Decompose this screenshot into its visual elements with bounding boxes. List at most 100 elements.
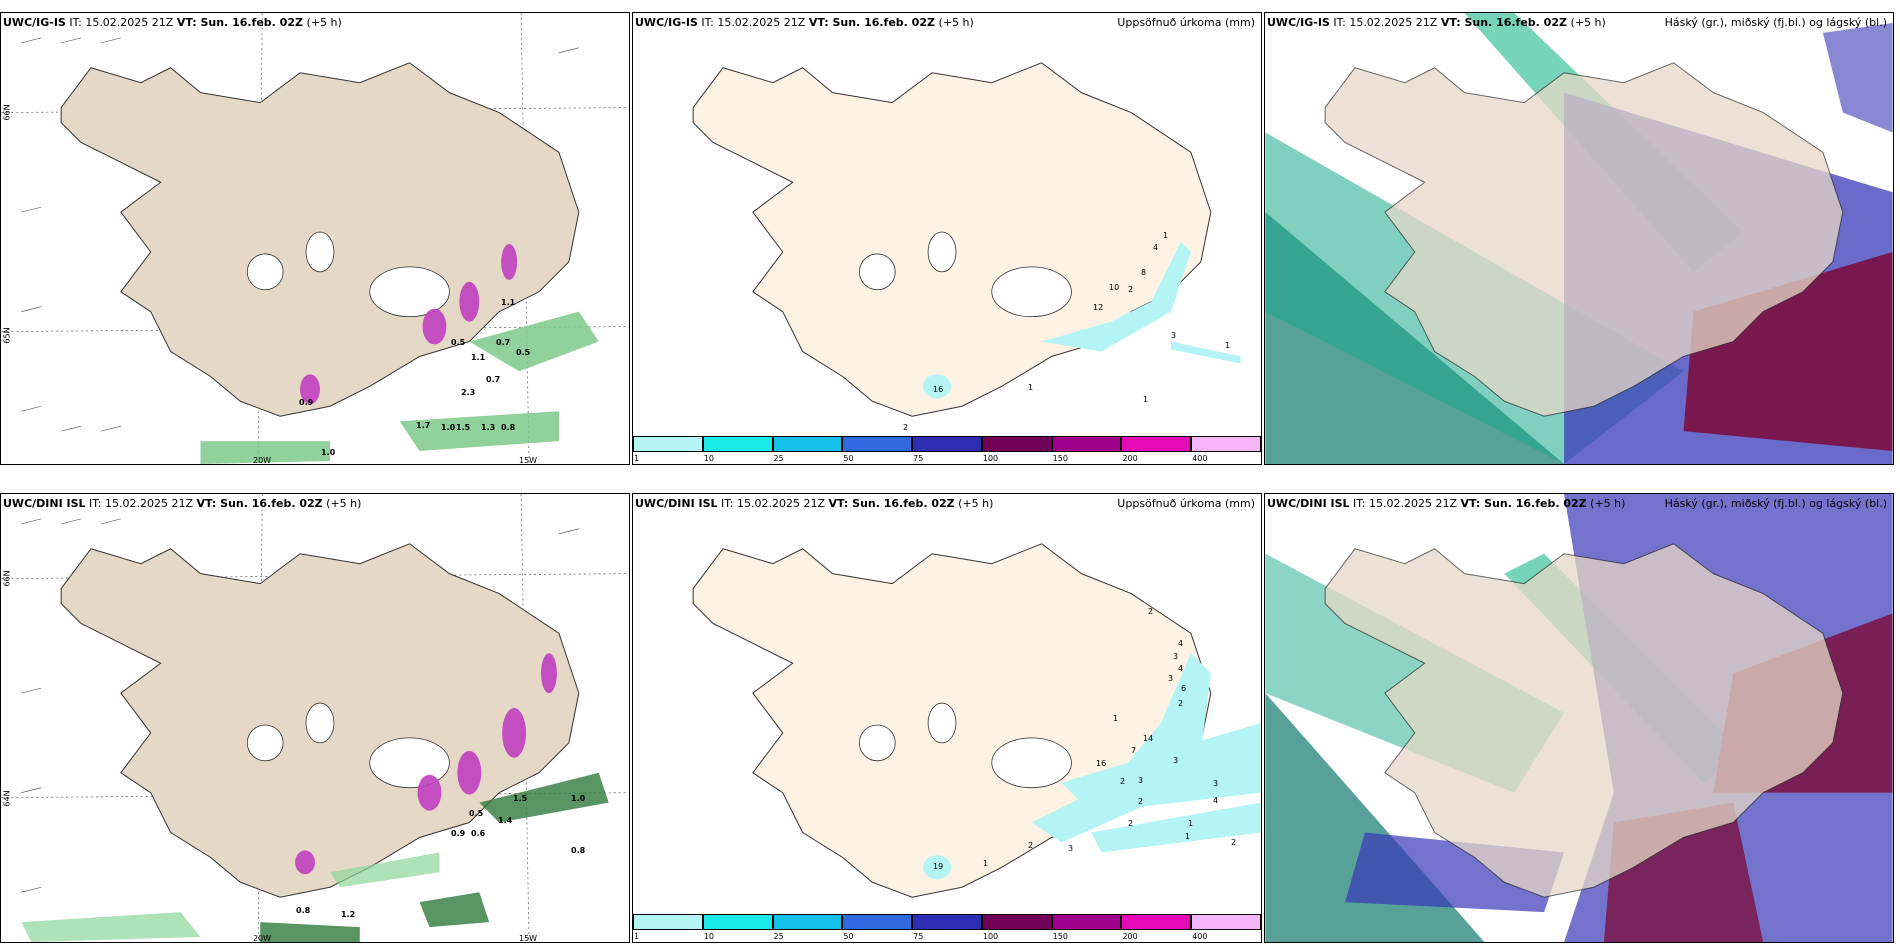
lon-20w-label: 20W bbox=[253, 934, 272, 943]
wind-value: 1.0 bbox=[571, 794, 586, 803]
legend-swatch bbox=[772, 436, 843, 452]
legend-tick-label: 75 bbox=[913, 932, 924, 941]
precip-value: 10 bbox=[1109, 283, 1120, 292]
legend-swatch bbox=[772, 914, 843, 930]
precip-value: 3 bbox=[1068, 844, 1074, 853]
legend-swatch bbox=[1121, 436, 1192, 452]
legend-swatch bbox=[702, 914, 773, 930]
precip-legend-top: 1 10 25 50 75 100 150 200 400 bbox=[633, 436, 1261, 464]
precip-value: 2 bbox=[1028, 841, 1034, 850]
wind-value: 0.9 bbox=[451, 829, 466, 838]
precip-value: 2 bbox=[903, 423, 909, 432]
precip-map-top bbox=[692, 62, 1241, 417]
lat-65n-label: 65N bbox=[2, 327, 12, 344]
legend-tick-label: 75 bbox=[913, 454, 924, 463]
wind-value: 0.8 bbox=[296, 906, 311, 915]
legend-swatch bbox=[842, 436, 913, 452]
legend-tick-label: 400 bbox=[1192, 454, 1208, 463]
wind-value: 0.8 bbox=[501, 423, 516, 432]
precip-value: 19 bbox=[933, 862, 944, 871]
precip-value: 1 bbox=[1113, 714, 1119, 723]
wind-value: 1.2 bbox=[341, 910, 356, 919]
wind-panel-bottom: UWC/DINI ISL IT: 15.02.2025 21Z VT: Sun.… bbox=[0, 493, 630, 943]
precip-header-top: UWC/IG-IS IT: 15.02.2025 21Z VT: Sun. 16… bbox=[635, 16, 974, 29]
cloud-map-top bbox=[1265, 13, 1893, 464]
precip-value: 16 bbox=[1096, 759, 1107, 768]
precip-value: 2 bbox=[1128, 819, 1134, 828]
legend-tick-label: 200 bbox=[1122, 932, 1138, 941]
legend-swatch bbox=[842, 914, 913, 930]
precip-value: 4 bbox=[1213, 796, 1219, 805]
precip-value: 2 bbox=[1120, 777, 1126, 786]
precip-value: 4 bbox=[1178, 664, 1184, 673]
wind-value: 1.1 bbox=[471, 353, 486, 362]
cloud-map-bottom bbox=[1265, 494, 1893, 942]
cloud-header-bottom: UWC/DINI ISL IT: 15.02.2025 21Z VT: Sun.… bbox=[1267, 497, 1626, 510]
precip-title-top: Uppsöfnuð úrkoma (mm) bbox=[1117, 16, 1255, 29]
legend-swatch bbox=[981, 914, 1052, 930]
legend-swatch bbox=[1191, 436, 1261, 452]
wind-value: 1.5 bbox=[513, 794, 528, 803]
legend-tick-label: 150 bbox=[1052, 454, 1068, 463]
legend-swatch bbox=[1051, 914, 1122, 930]
wind-value: 0.5 bbox=[451, 338, 466, 347]
cloud-header-top: UWC/IG-IS IT: 15.02.2025 21Z VT: Sun. 16… bbox=[1267, 16, 1606, 29]
legend-tick-label: 100 bbox=[982, 454, 999, 463]
legend-tick-label: 25 bbox=[773, 932, 784, 941]
legend-swatch bbox=[1121, 914, 1192, 930]
precip-legend-bottom: 1 10 25 50 75 100 150 200 400 bbox=[633, 914, 1261, 942]
legend-swatch bbox=[633, 914, 703, 930]
wind-value: 1.1 bbox=[501, 298, 516, 307]
precip-value: 1 bbox=[1185, 832, 1191, 841]
wind-map-bottom bbox=[1, 494, 629, 942]
legend-tick-label: 100 bbox=[982, 932, 999, 941]
wind-value: 1.0 bbox=[321, 448, 336, 457]
precip-value: 12 bbox=[1093, 303, 1104, 312]
legend-swatch bbox=[981, 436, 1052, 452]
cloud-title-top: Háský (gr.), miðský (fj.bl.) og lágský (… bbox=[1664, 16, 1887, 29]
precip-panel-bottom: UWC/DINI ISL IT: 15.02.2025 21Z VT: Sun.… bbox=[632, 493, 1262, 943]
legend-swatch bbox=[1051, 436, 1122, 452]
precip-value: 16 bbox=[933, 385, 944, 394]
lon-15w-label: 15W bbox=[519, 456, 538, 465]
precip-value: 4 bbox=[1153, 243, 1159, 252]
precip-map-bottom bbox=[692, 543, 1261, 898]
legend-tick-label: 1 bbox=[634, 932, 640, 941]
wind-value: 0.8 bbox=[571, 846, 586, 855]
legend-tick-label: 50 bbox=[843, 932, 854, 941]
legend-swatch bbox=[912, 436, 982, 452]
precip-value: 7 bbox=[1131, 746, 1137, 755]
wind-value: 1.0 bbox=[441, 423, 456, 432]
precip-value: 3 bbox=[1168, 674, 1174, 683]
lat-64n-label: 64N bbox=[2, 790, 12, 807]
precip-value: 3 bbox=[1173, 756, 1179, 765]
legend-swatch bbox=[702, 436, 773, 452]
legend-tick-label: 10 bbox=[703, 454, 714, 463]
precip-value: 2 bbox=[1148, 607, 1154, 616]
precip-value: 3 bbox=[1173, 652, 1179, 661]
legend-swatch bbox=[1191, 914, 1261, 930]
wind-value: 0.7 bbox=[486, 375, 501, 384]
legend-swatch bbox=[912, 914, 982, 930]
precip-title-bottom: Uppsöfnuð úrkoma (mm) bbox=[1117, 497, 1255, 510]
legend-tick-label: 1 bbox=[634, 454, 640, 463]
precip-value: 2 bbox=[1138, 797, 1144, 806]
precip-value: 4 bbox=[1178, 639, 1184, 648]
precip-value: 1 bbox=[1188, 819, 1194, 828]
legend-tick-label: 400 bbox=[1192, 932, 1208, 941]
legend-tick-label: 50 bbox=[843, 454, 854, 463]
precip-value: 6 bbox=[1181, 684, 1187, 693]
precip-header-bottom: UWC/DINI ISL IT: 15.02.2025 21Z VT: Sun.… bbox=[635, 497, 994, 510]
wind-value: 0.6 bbox=[471, 829, 486, 838]
precip-value: 1 bbox=[1028, 383, 1034, 392]
precip-value: 1 bbox=[983, 859, 989, 868]
wind-value: 1.5 bbox=[456, 423, 471, 432]
wind-panel-top: UWC/IG-IS IT: 15.02.2025 21Z VT: Sun. 16… bbox=[0, 12, 630, 465]
legend-tick-label: 150 bbox=[1052, 932, 1068, 941]
wind-map-top bbox=[1, 13, 629, 464]
precip-panel-top: UWC/IG-IS IT: 15.02.2025 21Z VT: Sun. 16… bbox=[632, 12, 1262, 465]
cloud-panel-top: UWC/IG-IS IT: 15.02.2025 21Z VT: Sun. 16… bbox=[1264, 12, 1894, 465]
wind-value: 0.9 bbox=[299, 398, 314, 407]
precip-value: 1 bbox=[1225, 341, 1231, 350]
legend-tick-label: 200 bbox=[1122, 454, 1138, 463]
